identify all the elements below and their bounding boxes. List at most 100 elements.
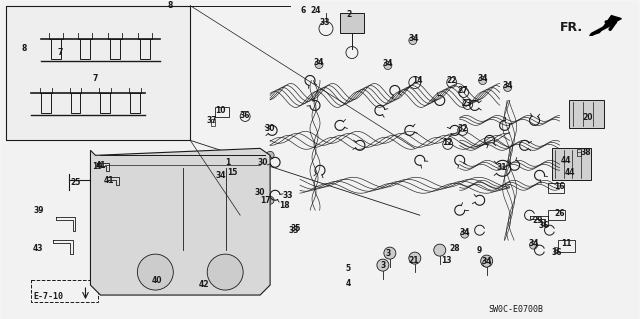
Text: 33: 33 <box>320 18 330 27</box>
Bar <box>140 39 150 58</box>
Text: 14: 14 <box>413 76 423 85</box>
Text: 3: 3 <box>380 261 385 270</box>
Text: 15: 15 <box>227 168 237 177</box>
Text: 23: 23 <box>461 99 472 108</box>
Text: 33: 33 <box>289 226 300 235</box>
Bar <box>552 148 591 180</box>
Bar <box>51 39 61 58</box>
Text: 27: 27 <box>458 86 468 95</box>
Circle shape <box>409 37 417 45</box>
Circle shape <box>504 84 511 92</box>
Bar <box>92 162 104 172</box>
Bar <box>577 149 582 156</box>
Text: 8: 8 <box>168 1 173 10</box>
Bar <box>215 108 229 117</box>
Text: 34: 34 <box>408 34 419 43</box>
Text: 30: 30 <box>265 124 275 133</box>
Text: 6: 6 <box>300 6 306 15</box>
Text: 44: 44 <box>564 168 575 177</box>
Circle shape <box>483 259 491 267</box>
Text: 30: 30 <box>255 188 266 197</box>
Bar <box>554 247 557 253</box>
Bar <box>81 39 90 58</box>
Circle shape <box>315 61 323 69</box>
Text: 34: 34 <box>477 74 488 83</box>
Circle shape <box>138 254 173 290</box>
Circle shape <box>377 259 389 271</box>
Text: 41: 41 <box>104 176 115 185</box>
Bar <box>111 39 120 58</box>
Circle shape <box>266 151 274 159</box>
Circle shape <box>481 255 493 267</box>
Bar <box>548 183 563 193</box>
Bar <box>548 210 566 220</box>
Text: 7: 7 <box>58 48 63 57</box>
Bar <box>6 6 190 140</box>
Text: 12: 12 <box>442 138 453 147</box>
Text: 31: 31 <box>497 163 507 172</box>
Text: 17: 17 <box>260 196 271 205</box>
Text: 32: 32 <box>458 124 468 133</box>
Bar <box>570 100 604 128</box>
Bar <box>557 240 575 252</box>
Text: 36: 36 <box>240 111 250 120</box>
Text: 43: 43 <box>33 244 43 253</box>
Circle shape <box>461 230 468 238</box>
Circle shape <box>479 77 486 85</box>
Text: 20: 20 <box>582 113 593 122</box>
Circle shape <box>207 254 243 290</box>
Text: 34: 34 <box>460 228 470 237</box>
Circle shape <box>266 196 274 204</box>
Text: 33: 33 <box>283 191 293 200</box>
Text: 22: 22 <box>447 76 457 85</box>
Text: 2: 2 <box>346 10 351 19</box>
Text: 34: 34 <box>481 256 492 266</box>
Text: 29: 29 <box>532 216 543 225</box>
Text: 16: 16 <box>554 182 564 191</box>
Circle shape <box>261 171 269 179</box>
Circle shape <box>217 173 225 181</box>
Text: 3: 3 <box>385 249 390 258</box>
FancyBboxPatch shape <box>220 154 243 172</box>
Ellipse shape <box>221 190 257 210</box>
Text: 34: 34 <box>528 239 539 248</box>
Text: 5: 5 <box>346 263 351 273</box>
Text: 37: 37 <box>207 116 218 125</box>
Text: 42: 42 <box>199 279 209 289</box>
Polygon shape <box>589 16 621 36</box>
Text: 4: 4 <box>346 278 351 287</box>
Bar <box>211 119 215 126</box>
Circle shape <box>384 247 396 259</box>
Text: 34: 34 <box>216 171 227 180</box>
Text: 36: 36 <box>538 221 548 230</box>
Text: 24: 24 <box>311 6 321 15</box>
Text: 21: 21 <box>408 256 419 265</box>
Circle shape <box>434 244 445 256</box>
Text: 1: 1 <box>225 158 231 167</box>
Text: 18: 18 <box>279 201 289 210</box>
Circle shape <box>251 281 259 289</box>
Bar <box>340 13 364 33</box>
Text: FR.: FR. <box>559 21 582 33</box>
Text: SW0C-E0700B: SW0C-E0700B <box>489 305 543 314</box>
Bar <box>100 93 111 114</box>
Text: 10: 10 <box>215 106 225 115</box>
Text: 34: 34 <box>314 58 324 67</box>
Bar <box>40 93 51 114</box>
Polygon shape <box>90 148 270 295</box>
Text: 34: 34 <box>383 59 393 68</box>
Text: 39: 39 <box>33 206 44 215</box>
Text: 40: 40 <box>152 276 163 285</box>
Text: 36: 36 <box>551 248 562 257</box>
Text: 11: 11 <box>561 239 572 248</box>
Text: 34: 34 <box>502 81 513 90</box>
Text: 25: 25 <box>70 178 81 187</box>
Text: 30: 30 <box>258 158 268 167</box>
Text: 41: 41 <box>95 161 106 170</box>
Text: 8: 8 <box>22 44 28 53</box>
Circle shape <box>251 261 259 269</box>
Ellipse shape <box>170 190 205 210</box>
Text: 35: 35 <box>291 224 301 233</box>
Text: 38: 38 <box>580 148 591 157</box>
Circle shape <box>384 62 392 70</box>
